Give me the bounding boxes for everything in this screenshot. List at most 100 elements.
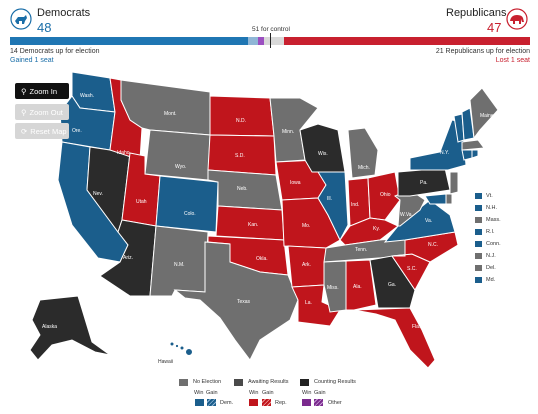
label-alaska: Alaska <box>42 324 57 330</box>
label-nd: N.D. <box>236 118 246 124</box>
ne-label-md[interactable]: Md. <box>486 277 496 283</box>
label-mont: Mont. <box>164 111 177 117</box>
dem-seat-count: 48 <box>37 20 52 35</box>
legend-swatch-dem-gain <box>207 399 216 406</box>
legend-counting: Counting Results <box>314 379 356 385</box>
state-ohio[interactable] <box>367 171 401 221</box>
state-north-dakota[interactable] <box>209 95 275 137</box>
ne-swatch-vt <box>475 193 482 199</box>
ne-label-mass[interactable]: Mass. <box>486 217 501 223</box>
ne-label-vt[interactable]: Vt. <box>486 193 493 199</box>
state-delaware[interactable] <box>445 193 453 205</box>
state-hawaii[interactable] <box>169 341 193 356</box>
state-new-jersey[interactable] <box>449 171 459 195</box>
dem-party-name: Democrats <box>37 7 91 19</box>
label-ohio: Ohio <box>380 192 391 198</box>
legend-awaiting: Awaiting Results <box>248 379 289 385</box>
label-ariz: Ariz. <box>123 255 133 261</box>
ne-swatch-md <box>475 277 482 283</box>
legend-swatch-other-win <box>302 399 311 406</box>
label-texas: Texas <box>237 299 251 305</box>
label-ky: Ky. <box>373 226 380 232</box>
label-sd: S.D. <box>235 153 245 159</box>
label-okla: Okla. <box>256 256 268 262</box>
reset-map-button[interactable]: ⟳ Reset Map <box>15 123 69 139</box>
zoom-in-label: Zoom In <box>29 86 58 96</box>
state-alaska[interactable] <box>29 295 111 361</box>
ne-label-nj[interactable]: N.J. <box>486 253 496 259</box>
state-michigan[interactable] <box>347 127 379 179</box>
reset-icon: ⟳ <box>21 126 28 136</box>
rep-up-for-election: 21 Republicans up for election <box>435 48 530 55</box>
state-illinois[interactable] <box>317 171 349 242</box>
state-georgia[interactable] <box>369 255 416 309</box>
undecided-seat-bar <box>264 37 284 45</box>
rep-seat-count: 47 <box>487 20 502 35</box>
label-miss: Miss. <box>327 285 339 291</box>
state-louisiana[interactable] <box>291 284 341 327</box>
legend-rep: Rep. <box>275 400 287 406</box>
state-new-mexico[interactable] <box>149 225 209 297</box>
legend-gain-header-rep: Gain <box>262 390 274 396</box>
legend-swatch-dem-win <box>195 399 204 406</box>
state-labels: Wash. Ore. Calif. Nev. Idaho Mont. Wyo. … <box>42 93 494 365</box>
label-wash: Wash. <box>80 93 94 99</box>
label-colo: Colo. <box>184 211 196 217</box>
republicans-logo-icon <box>506 8 528 30</box>
state-alabama[interactable] <box>345 259 377 311</box>
rep-party-name: Republicans <box>446 7 507 19</box>
state-mississippi[interactable] <box>323 260 347 313</box>
label-la: La. <box>305 300 312 306</box>
ne-swatch-nh <box>475 205 482 211</box>
label-hawaii: Hawaii <box>158 359 173 365</box>
label-mo: Mo. <box>302 223 310 229</box>
label-neb: Neb. <box>237 186 248 192</box>
state-florida[interactable] <box>353 307 436 369</box>
ne-label-del[interactable]: Del. <box>486 265 496 271</box>
rep-seat-change: Lost 1 seat <box>495 57 530 64</box>
state-colorado[interactable] <box>155 175 219 233</box>
label-ala: Ala. <box>353 284 362 290</box>
zoom-in-button[interactable]: ⚲ Zoom In <box>15 83 69 99</box>
state-massachusetts[interactable] <box>461 139 485 151</box>
dem-gain-seat-bar <box>248 37 258 45</box>
zoom-in-icon: ⚲ <box>21 86 27 96</box>
state-rhode-island[interactable] <box>471 149 479 159</box>
legend-win-header-dem: Win <box>194 390 204 396</box>
zoom-out-button[interactable]: ⚲ Zoom Out <box>15 104 69 120</box>
other-seat-bar <box>258 37 264 45</box>
zoom-out-label: Zoom Out <box>29 107 63 117</box>
dem-seat-bar <box>10 37 248 45</box>
label-kan: Kan. <box>248 222 258 228</box>
label-nm: N.M. <box>174 262 185 268</box>
state-wyoming[interactable] <box>144 129 211 181</box>
legend-swatch-rep-win <box>249 399 258 406</box>
label-utah: Utah <box>136 199 147 205</box>
label-calif: Calif. <box>57 213 68 219</box>
ne-label-ri[interactable]: R.I. <box>486 229 495 235</box>
zoom-out-icon: ⚲ <box>21 107 27 117</box>
label-ore: Ore. <box>72 128 82 134</box>
legend-other: Other <box>328 400 342 406</box>
label-tenn: Tenn. <box>355 247 367 253</box>
control-threshold-label: 51 for control <box>252 26 290 33</box>
label-wis: Wis. <box>318 151 328 157</box>
label-minn: Minn. <box>282 129 294 135</box>
ne-label-conn[interactable]: Conn. <box>486 241 501 247</box>
state-texas[interactable] <box>173 241 299 361</box>
label-pa: Pa. <box>420 180 428 186</box>
label-ny: N.Y. <box>440 150 449 156</box>
state-connecticut[interactable] <box>461 149 473 161</box>
label-sc: S.C. <box>407 266 417 272</box>
ne-label-nh[interactable]: N.H. <box>486 205 497 211</box>
state-maryland[interactable] <box>424 193 447 205</box>
legend-win-header-rep: Win <box>249 390 259 396</box>
label-nc: N.C. <box>428 242 438 248</box>
ne-swatch-conn <box>475 241 482 247</box>
state-maine[interactable] <box>469 87 499 140</box>
legend-swatch-awaiting <box>234 379 243 386</box>
ne-swatch-ri <box>475 229 482 235</box>
label-mich: Mich. <box>358 165 370 171</box>
legend-dem: Dem. <box>220 400 234 406</box>
control-threshold-marker <box>270 33 271 48</box>
